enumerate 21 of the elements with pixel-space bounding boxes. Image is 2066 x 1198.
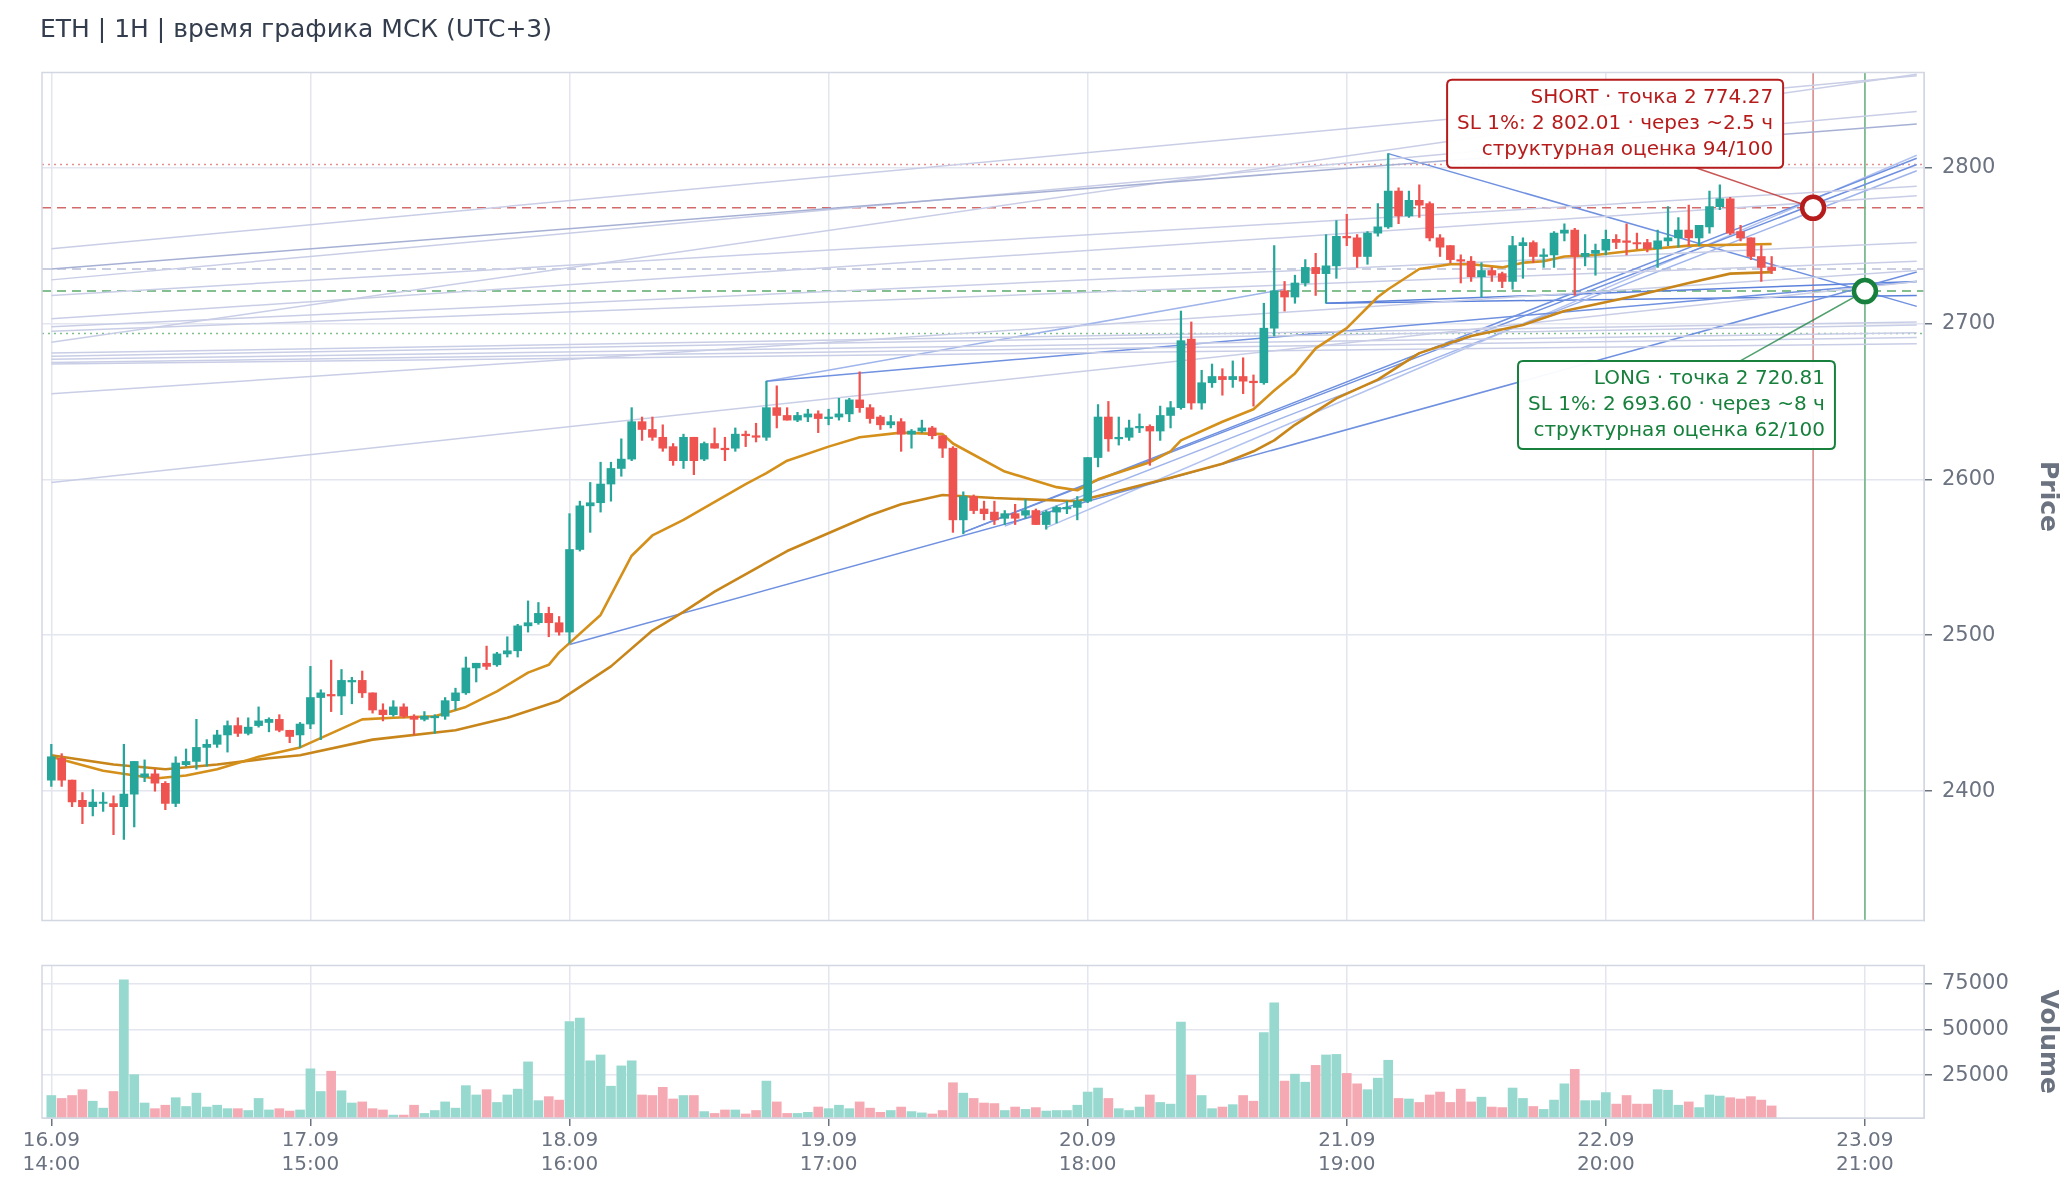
chart-title: ETH | 1H | время графика МСК (UTC+3) [40,14,552,43]
x-tick-label: 16.09 14:00 [22,1127,81,1176]
y-axis-title: Price [2034,461,2064,532]
x-tick-label: 23.09 21:00 [1836,1127,1894,1176]
x-tick-label: 20.09 18:00 [1058,1127,1117,1176]
y-tick-label: 2800 [1942,154,1996,179]
x-tick-label: 17.09 15:00 [281,1127,340,1176]
y-tick-label: 25000 [1942,1061,2009,1086]
y-tick-label: 2600 [1942,465,1996,490]
x-tick-label: 22.09 20:00 [1577,1127,1635,1176]
y-tick-label: 75000 [1942,970,2009,995]
y-tick-label: 2400 [1942,777,1996,802]
y-tick-label: 50000 [1942,1016,2009,1041]
y-axis-title: Volume [2034,989,2064,1095]
x-tick-label: 18.09 16:00 [540,1127,599,1176]
annotation: LONG · точка 2 720.81 SL 1%: 2 693.60 · через ~8 ч структурная оценка 62/100 [1527,365,1825,442]
y-tick-label: 2500 [1942,621,1996,646]
y-tick-label: 2700 [1942,309,1996,334]
x-tick-label: 21.09 19:00 [1317,1127,1376,1176]
annotation: SHORT · точка 2 774.27 SL 1%: 2 802.01 · через ~2.5 ч структурная оценка 94/100 [1457,83,1774,160]
x-tick-label: 19.09 17:00 [799,1127,858,1176]
